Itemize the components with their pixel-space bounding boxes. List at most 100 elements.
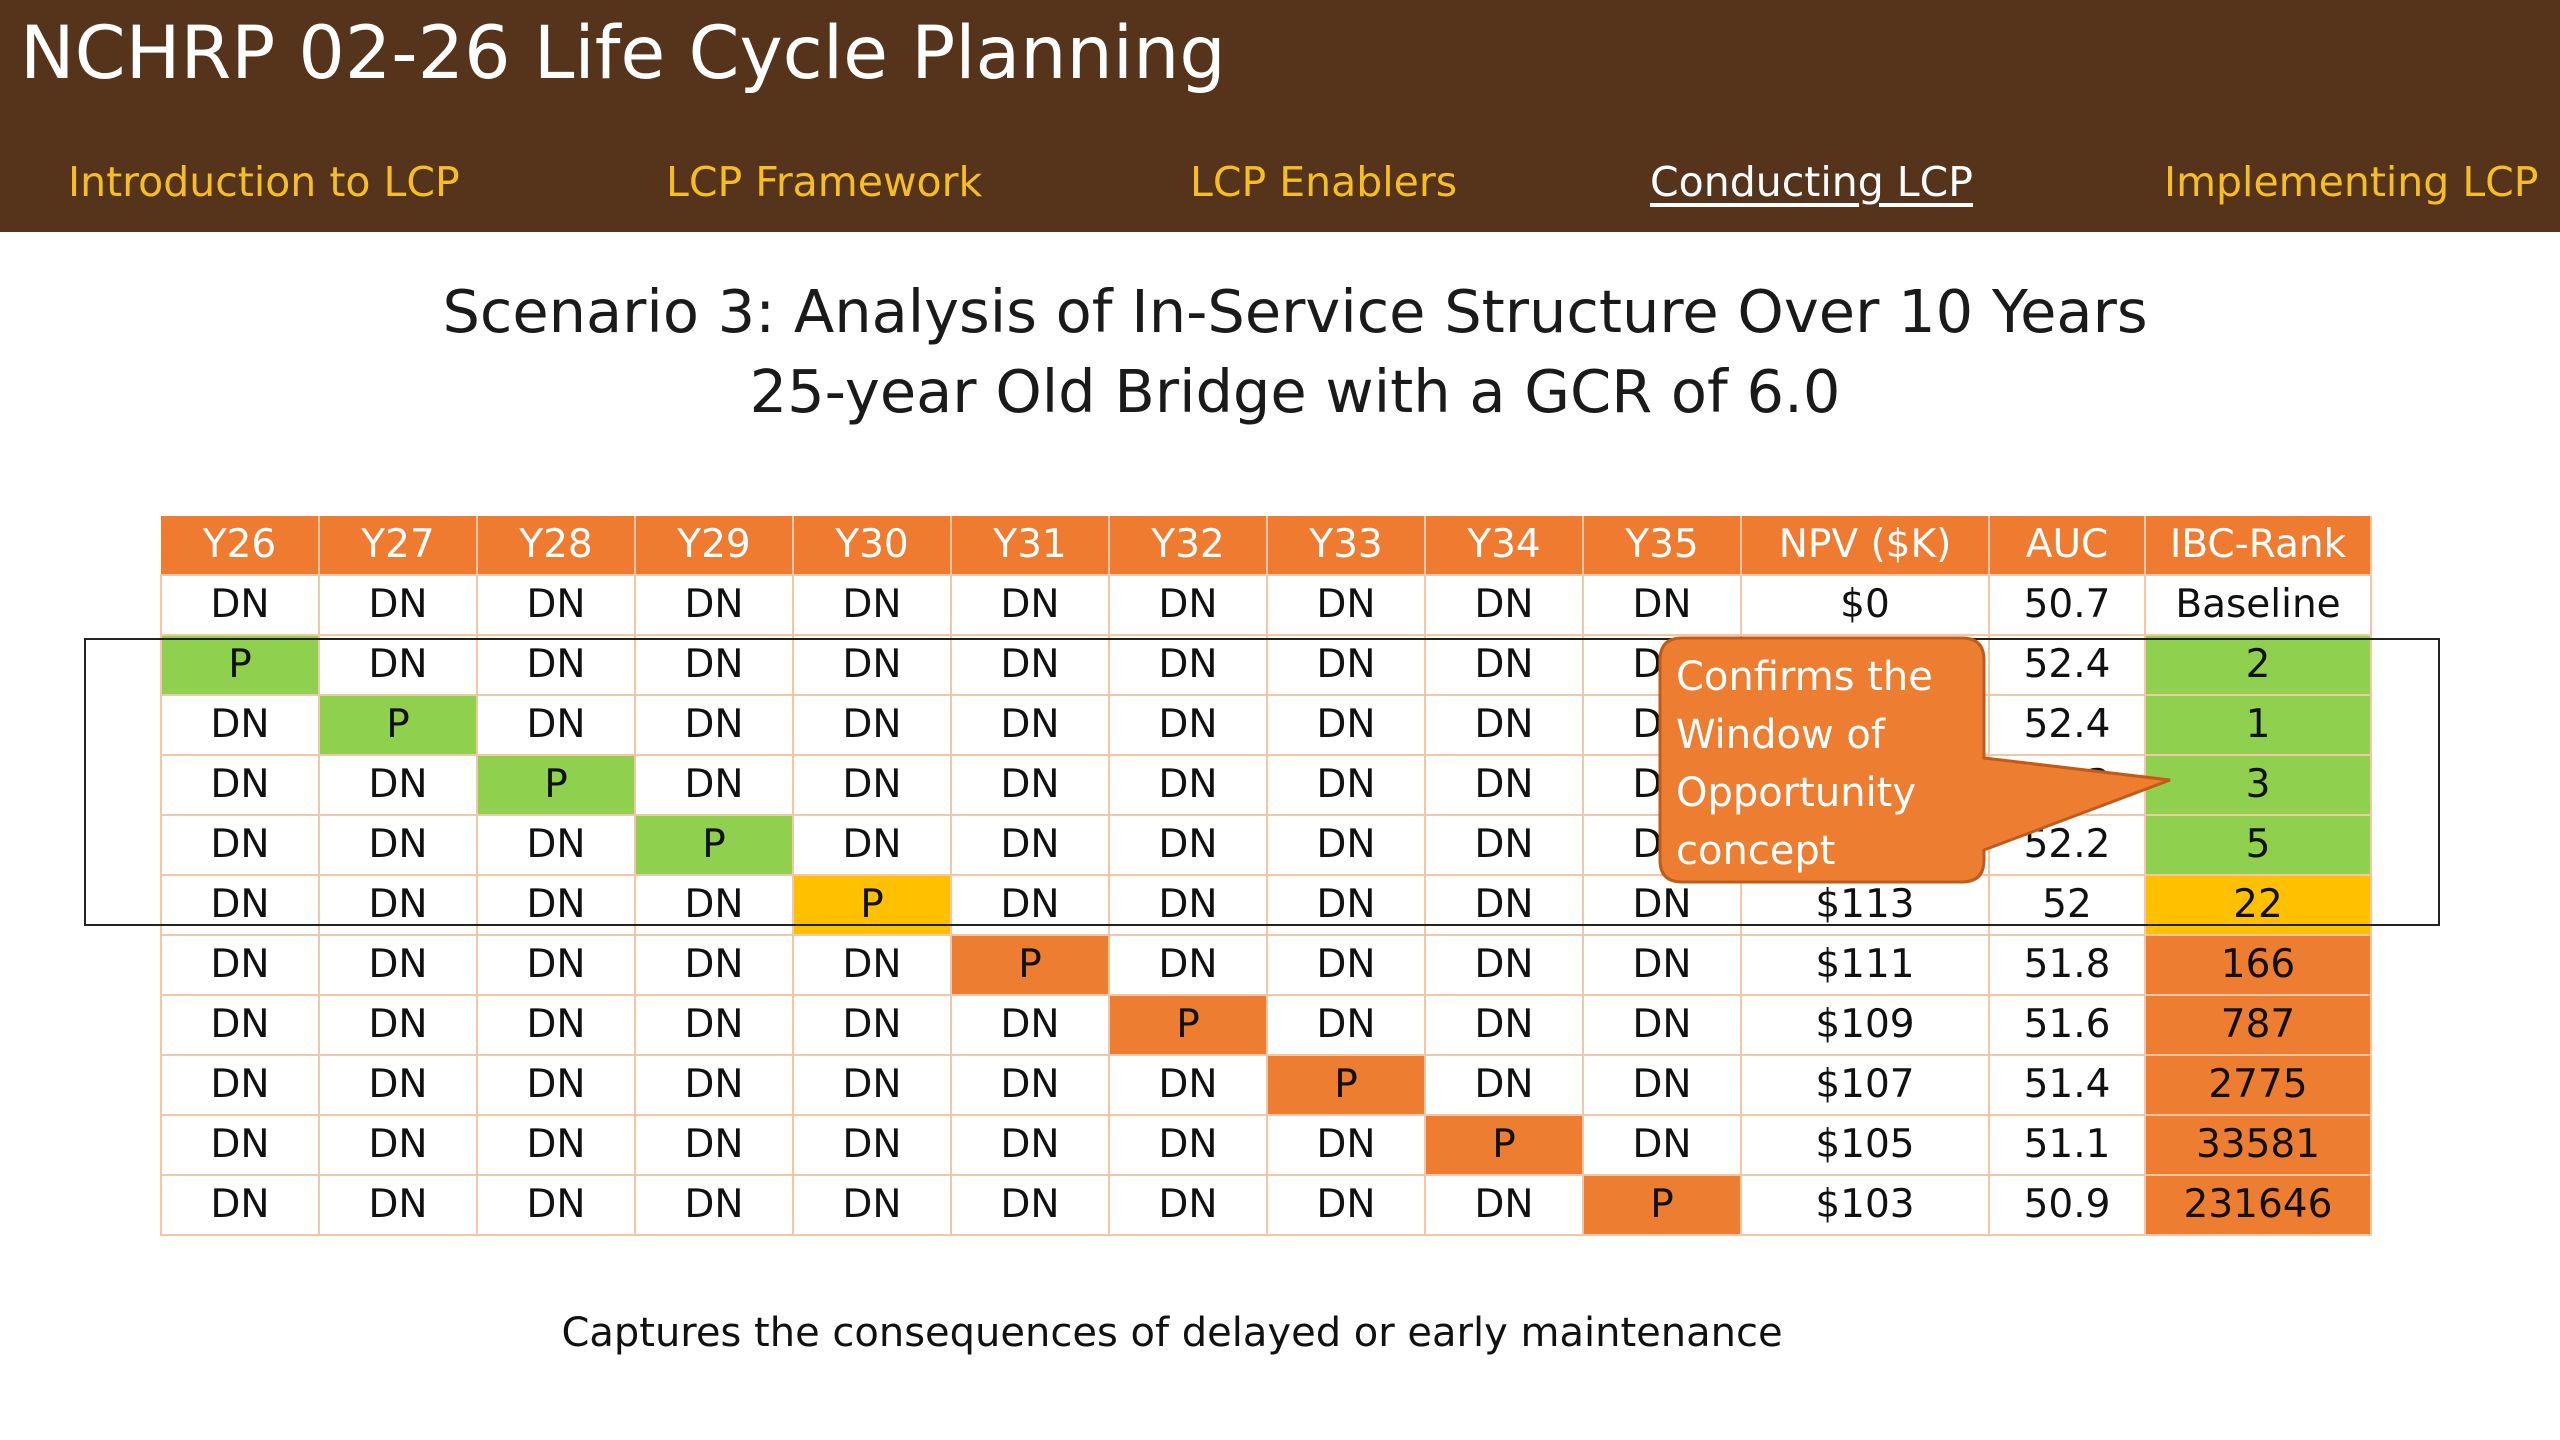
auc-cell: 52 — [1989, 875, 2146, 936]
table-header-row: Y26 Y27 Y28 Y29 Y30 Y31 Y32 Y33 Y34 Y35 NPV ($K) AU… — [161, 516, 2372, 576]
callout-text: Confirms the Window of Opportunity conce… — [1676, 648, 1996, 880]
year-cell: DN — [951, 695, 1110, 756]
scenario-table: Y26 Y27 Y28 Y29 Y30 Y31 Y32 Y33 Y34 Y35 NPV ($K) AU… — [160, 516, 2372, 1236]
year-cell: DN — [477, 995, 636, 1056]
year-cell: DN — [1267, 1175, 1426, 1236]
year-cell: DN — [951, 815, 1110, 876]
year-cell: DN — [793, 935, 952, 996]
year-cell: DN — [1425, 815, 1584, 876]
app-title: NCHRP 02-26 Life Cycle Planning — [20, 11, 1226, 96]
year-cell: DN — [793, 575, 952, 636]
nav-conducting-lcp[interactable]: Conducting LCP — [1650, 158, 1973, 206]
year-cell: DN — [951, 1175, 1110, 1236]
column-header: Y26 — [161, 516, 320, 576]
column-header: AUC — [1989, 516, 2146, 576]
rank-cell: 33581 — [2145, 1115, 2372, 1176]
year-cell: DN — [1583, 935, 1742, 996]
auc-cell: 51.1 — [1989, 1115, 2146, 1176]
year-cell: DN — [477, 635, 636, 696]
year-cell: DN — [477, 695, 636, 756]
npv-cell: $103 — [1741, 1175, 1990, 1236]
table-row: DN DN DN DN DN DN P DN DN DN $109 51.6 787 — [160, 995, 2372, 1056]
rank-cell: Baseline — [2145, 575, 2372, 636]
rank-cell: 166 — [2145, 935, 2372, 996]
year-cell: DN — [477, 935, 636, 996]
year-cell: DN — [635, 1175, 794, 1236]
year-cell: DN — [1109, 815, 1268, 876]
table-row: DN DN DN DN DN DN DN P DN DN $107 51.4 2775 — [160, 1055, 2372, 1116]
column-header: Y32 — [1109, 516, 1268, 576]
year-cell: P — [477, 755, 636, 816]
nav-implementing-lcp[interactable]: Implementing LCP — [2164, 158, 2539, 206]
year-cell: DN — [1425, 875, 1584, 936]
nav-introduction-to-lcp[interactable]: Introduction to LCP — [68, 158, 460, 206]
year-cell: DN — [951, 875, 1110, 936]
year-cell: DN — [477, 815, 636, 876]
auc-cell: 52.3 — [1989, 755, 2146, 816]
auc-cell: 51.6 — [1989, 995, 2146, 1056]
rank-cell: 3 — [2145, 755, 2372, 816]
year-cell: DN — [477, 1175, 636, 1236]
year-cell: DN — [635, 1115, 794, 1176]
year-cell: DN — [1583, 1055, 1742, 1116]
year-cell: DN — [160, 755, 320, 816]
year-cell: DN — [160, 695, 320, 756]
table-row: DN DN DN DN P DN DN DN DN DN $113 52 22 — [160, 875, 2372, 936]
table-row: P DN DN DN DN DN DN DN DN DN 52.4 2 — [160, 635, 2372, 696]
year-cell: DN — [1425, 1055, 1584, 1116]
year-cell: DN — [1425, 575, 1584, 636]
npv-cell: $109 — [1741, 995, 1990, 1056]
year-cell: DN — [1425, 935, 1584, 996]
year-cell: P — [1583, 1175, 1742, 1236]
table-row: DN DN DN DN DN DN DN DN DN P $103 50.9 231646 — [160, 1175, 2372, 1236]
callout-line-4: concept — [1676, 828, 1836, 874]
year-cell: DN — [160, 1055, 320, 1116]
year-cell: DN — [319, 635, 478, 696]
year-cell: DN — [160, 1115, 320, 1176]
year-cell: DN — [793, 695, 952, 756]
year-cell: DN — [951, 995, 1110, 1056]
year-cell: P — [1109, 995, 1268, 1056]
year-cell: DN — [477, 1115, 636, 1176]
year-cell: P — [319, 695, 478, 756]
auc-cell: 50.9 — [1989, 1175, 2146, 1236]
year-cell: DN — [951, 755, 1110, 816]
callout-line-2: Window of — [1676, 712, 1885, 758]
year-cell: DN — [1109, 1115, 1268, 1176]
nav-lcp-framework[interactable]: LCP Framework — [666, 158, 983, 206]
year-cell: DN — [1267, 995, 1426, 1056]
column-header: Y27 — [319, 516, 478, 576]
year-cell: DN — [160, 995, 320, 1056]
column-header: Y28 — [477, 516, 636, 576]
table-row: DN DN DN DN DN DN DN DN DN DN $0 50.7 Baseline — [160, 575, 2372, 636]
rank-cell: 5 — [2145, 815, 2372, 876]
year-cell: DN — [319, 575, 478, 636]
year-cell: DN — [160, 935, 320, 996]
table-row: DN DN DN DN DN P DN DN DN DN $111 51.8 166 — [160, 935, 2372, 996]
year-cell: DN — [951, 1115, 1110, 1176]
year-cell: DN — [1109, 1055, 1268, 1116]
table-row: DN DN DN P DN DN DN DN DN DN 52.2 5 — [160, 815, 2372, 876]
year-cell: DN — [635, 695, 794, 756]
year-cell: DN — [1267, 575, 1426, 636]
year-cell: DN — [1267, 755, 1426, 816]
year-cell: DN — [793, 1055, 952, 1116]
nav-lcp-enablers[interactable]: LCP Enablers — [1190, 158, 1458, 206]
year-cell: P — [160, 635, 320, 696]
year-cell: DN — [793, 815, 952, 876]
callout-line-1: Confirms the — [1676, 654, 1933, 700]
year-cell: DN — [1425, 755, 1584, 816]
rank-cell: 2 — [2145, 635, 2372, 696]
npv-cell: $0 — [1741, 575, 1990, 636]
rank-cell: 1 — [2145, 695, 2372, 756]
year-cell: DN — [635, 635, 794, 696]
year-cell: DN — [477, 875, 636, 936]
year-cell: DN — [1267, 1115, 1426, 1176]
year-cell: DN — [160, 1175, 320, 1236]
npv-cell: $113 — [1741, 875, 1990, 936]
column-header: Y35 — [1583, 516, 1742, 576]
rank-cell: 231646 — [2145, 1175, 2372, 1236]
year-cell: DN — [1425, 995, 1584, 1056]
year-cell: DN — [793, 755, 952, 816]
rank-cell: 22 — [2145, 875, 2372, 936]
